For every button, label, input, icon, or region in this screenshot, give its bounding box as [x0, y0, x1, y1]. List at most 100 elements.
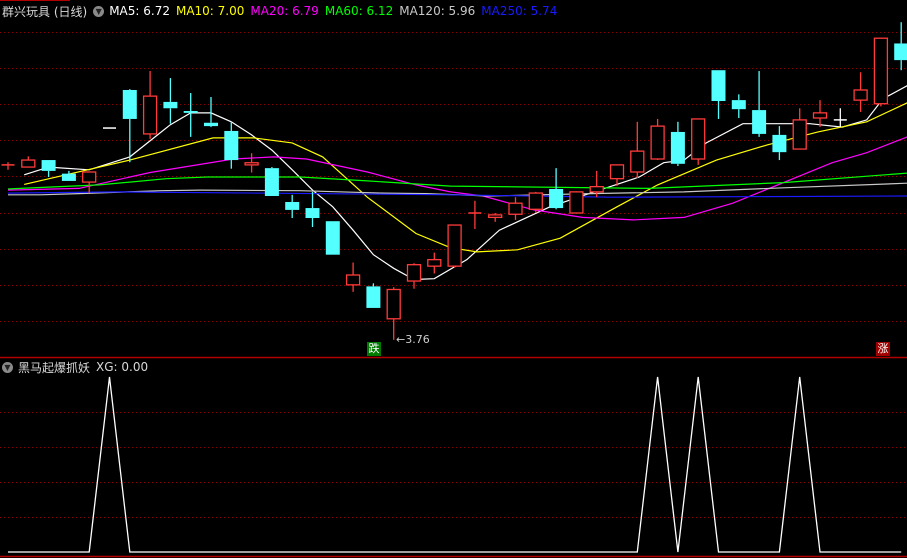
candle [82, 171, 97, 194]
candle-body [386, 288, 401, 320]
candle-body [711, 70, 726, 102]
fall-marker: 跌 [367, 342, 381, 356]
candle [204, 97, 218, 128]
main-panel-header: 群兴玩具 (日线) ▼ MA5: 6.72 MA10: 7.00 MA20: 6… [2, 2, 563, 20]
candle [731, 94, 746, 119]
candle [447, 224, 462, 268]
candle [61, 170, 76, 181]
stock-title: 群兴玩具 (日线) [2, 4, 88, 19]
ma20-line [7, 136, 907, 221]
candle-body [325, 221, 340, 255]
candle [244, 153, 259, 173]
candle [609, 164, 625, 187]
candle-body [142, 95, 158, 135]
candle-body [366, 286, 381, 308]
candle [427, 252, 442, 274]
ma60-line [7, 172, 907, 190]
candle-body [853, 89, 868, 101]
candle [873, 37, 889, 107]
candle-body [630, 150, 645, 173]
candlesticks [1, 22, 907, 340]
candle [183, 93, 198, 137]
candle [468, 200, 482, 229]
candle [41, 160, 56, 177]
candle [569, 191, 584, 214]
candle [488, 213, 503, 222]
candle [853, 72, 868, 112]
candle [21, 156, 36, 168]
ma250-label: MA250: 5.74 [481, 4, 558, 18]
candle [122, 89, 137, 163]
candle-body [264, 168, 279, 196]
ma60-label: MA60: 6.12 [324, 4, 394, 18]
xg-line [8, 376, 902, 553]
candle [305, 191, 320, 227]
candle-body [285, 201, 300, 210]
candle [325, 221, 340, 255]
candle [772, 126, 787, 161]
candle-body [670, 131, 685, 164]
candle [366, 283, 381, 308]
candle-body [224, 130, 239, 161]
candle-body [508, 202, 523, 215]
chevron-down-circle-icon[interactable]: ▼ [93, 5, 105, 17]
xg-indicator [8, 376, 902, 553]
candle-body [406, 264, 422, 282]
ma10-line [24, 102, 907, 253]
candle [224, 121, 239, 169]
candle [1, 162, 15, 170]
indicator-title: 黑马起爆抓妖 [18, 360, 91, 375]
ma10-label: MA10: 7.00 [175, 4, 245, 18]
candle-body [488, 214, 503, 219]
candle-body [122, 89, 137, 119]
candle-body [609, 164, 625, 180]
candle-body [894, 43, 907, 61]
candle-body [183, 111, 198, 113]
candle [691, 118, 706, 165]
candle [752, 71, 767, 137]
indicator-panel-header: ▼ 黑马起爆抓妖 XG: 0.00 [2, 358, 154, 376]
candle-body [589, 186, 604, 193]
candle-body [21, 159, 36, 168]
candle-body [691, 118, 706, 160]
ma5-label: MA5: 6.72 [109, 4, 170, 18]
candle-body [650, 125, 665, 160]
candle [528, 191, 543, 214]
candle [833, 108, 847, 128]
candle [163, 78, 178, 124]
candle-body [447, 224, 462, 267]
xg-value-label: XG: 0.00 [96, 360, 149, 374]
rise-marker: 涨 [876, 342, 890, 356]
candle [142, 71, 158, 139]
candle-body [61, 173, 76, 181]
candle [792, 108, 807, 150]
ma250-line [7, 191, 907, 198]
candle-body [204, 122, 218, 127]
candle [386, 287, 401, 340]
candle [670, 121, 685, 166]
candle [345, 262, 361, 292]
candle-body [82, 171, 97, 183]
candle [630, 121, 645, 179]
candle-body [792, 119, 807, 150]
candle [508, 197, 523, 220]
candle [650, 118, 665, 161]
candle-body [873, 37, 889, 105]
chevron-down-circle-icon[interactable]: ▼ [2, 361, 13, 373]
candle [812, 100, 828, 128]
candle [406, 263, 422, 289]
candle-body [528, 192, 543, 210]
candle [264, 167, 279, 196]
candle-body [812, 112, 828, 119]
candle-body [731, 100, 746, 110]
ma5-line [24, 85, 907, 281]
candle-body [772, 134, 787, 153]
candle [549, 168, 564, 210]
candle [711, 70, 726, 119]
candle [285, 194, 300, 219]
ma20-label: MA20: 6.79 [250, 4, 319, 18]
candle [894, 22, 907, 71]
candle-body [427, 259, 442, 267]
ma120-label: MA120: 5.96 [399, 4, 476, 18]
